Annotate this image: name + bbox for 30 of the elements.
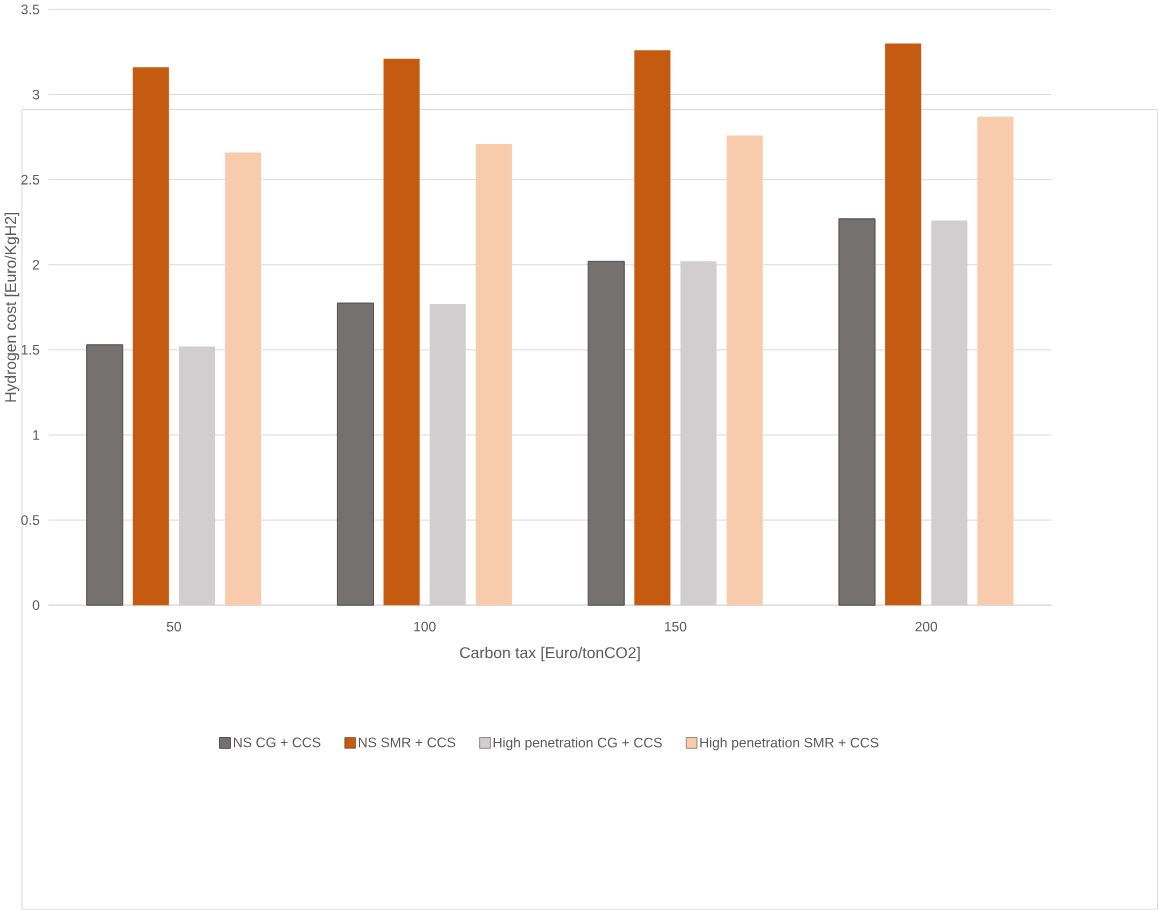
bar — [336, 302, 375, 606]
y-tick-label: 3.5 — [21, 4, 40, 15]
y-axis-title: Hydrogen cost [Euro/KgH2] — [4, 212, 20, 402]
bar — [838, 218, 876, 606]
y-tick-label: 3 — [32, 89, 40, 100]
bar — [977, 116, 1014, 606]
x-tick-label: 150 — [665, 621, 687, 632]
x-tick-label: 200 — [915, 621, 938, 632]
legend-label: NS SMR + CCS — [358, 737, 456, 748]
bar — [885, 43, 922, 606]
x-axis-title: Carbon tax [Euro/tonCO2] — [460, 646, 640, 662]
x-tick-label: 100 — [414, 621, 436, 632]
y-tick-label: 0 — [32, 600, 40, 611]
bar — [132, 67, 169, 606]
legend-label: High penetration SMR + CCS — [700, 737, 879, 751]
y-tick-label: 2 — [32, 260, 40, 270]
y-tick-label: 1 — [33, 430, 40, 440]
y-tick-label: 2.5 — [21, 174, 40, 185]
y-tick-label: 1.5 — [21, 345, 40, 355]
legend-label: NS CG + CCS — [233, 737, 321, 748]
bar — [726, 135, 763, 606]
bar — [225, 152, 262, 606]
bar — [587, 260, 625, 606]
y-tick-label: 0.5 — [21, 515, 40, 526]
bar — [475, 143, 512, 606]
bar — [383, 58, 420, 606]
legend-label: High penetration CG + CCS — [493, 737, 662, 751]
bar — [634, 50, 671, 606]
bar — [86, 344, 124, 606]
x-tick-label: 50 — [166, 621, 182, 632]
